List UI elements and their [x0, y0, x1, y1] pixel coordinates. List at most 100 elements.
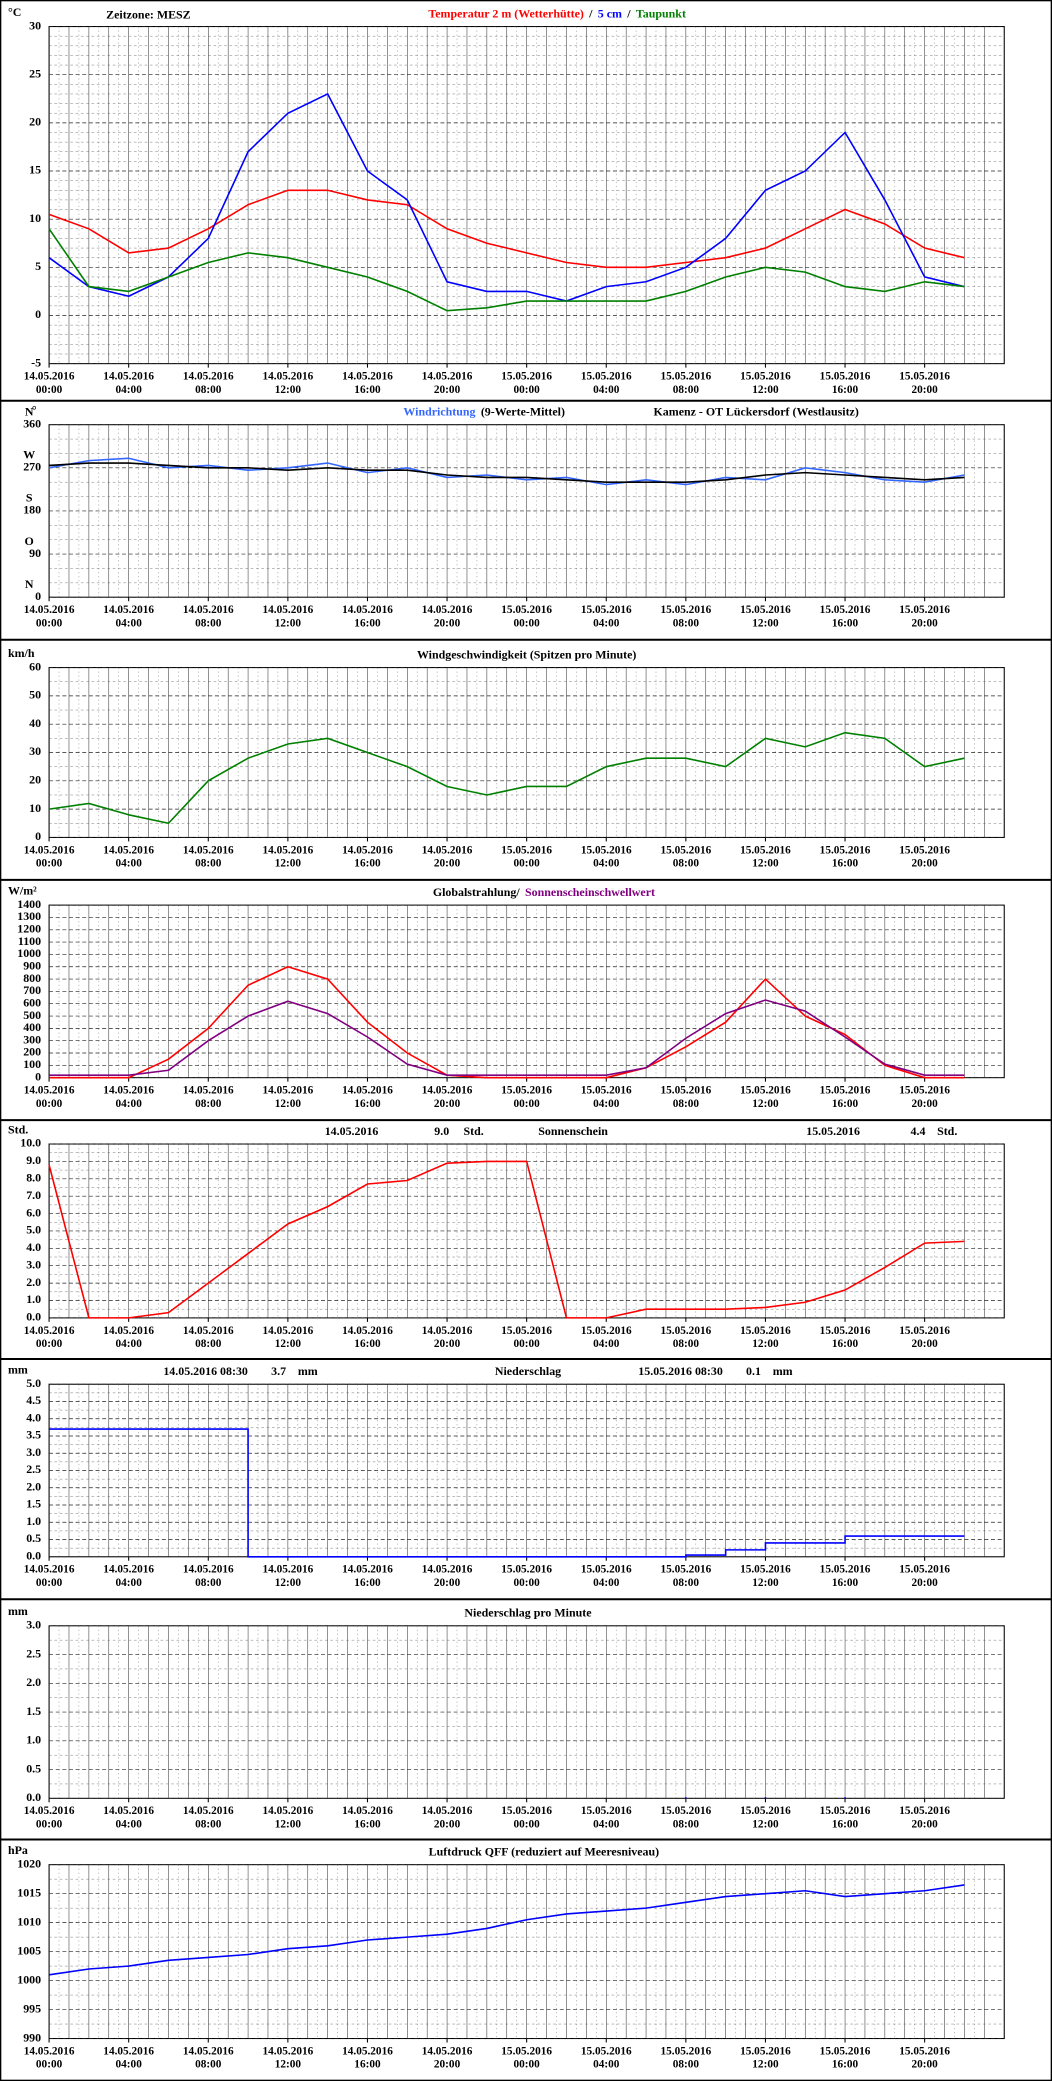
- x-tick-label: 15.05.2016 00:00: [501, 1803, 553, 1831]
- x-tick-label-box: 14.05.2016 00:00: [24, 603, 75, 630]
- x-tick-label: 15.05.2016 20:00: [899, 1323, 951, 1350]
- x-tick-label-box: 14.05.2016 00:00: [24, 1323, 75, 1350]
- x-tick-label-box: 14.05.2016 12:00: [262, 368, 314, 396]
- x-tick-label: 14.05.2016 16:00: [342, 602, 393, 630]
- legend-entry: 5 cm: [598, 6, 622, 20]
- x-tick-label-box: 15.05.2016 08:00: [660, 368, 712, 396]
- y-tick-label: 500: [23, 1008, 41, 1022]
- unit-label: W/m²: [8, 884, 37, 898]
- x-tick-label: 15.05.2016 12:00: [740, 1082, 791, 1110]
- y-tick-label: 2.0: [26, 1275, 41, 1289]
- x-tick-label: 14.05.2016 08:00: [182, 368, 234, 396]
- y-tick-label: 90: [29, 546, 41, 560]
- data-line: [49, 999, 965, 1076]
- y-tick-label: 1005: [17, 1943, 41, 1957]
- x-tick-label: 15.05.2016 04:00: [580, 1803, 632, 1831]
- y-tick-label: 0.0: [26, 1310, 41, 1324]
- x-tick-label: 14.05.2016 20:00: [421, 1082, 473, 1110]
- x-tick-label-box: 14.05.2016 16:00: [342, 1323, 393, 1350]
- y-tick-label: 300: [23, 1032, 41, 1046]
- x-tick-label: 14.05.2016 08:00: [182, 842, 234, 870]
- chart-subtitle: Zeitzone: MESZ: [106, 8, 191, 22]
- compass-label: O: [25, 534, 34, 548]
- y-tick-label: 2.5: [26, 1462, 41, 1476]
- x-tick-label-box: 14.05.2016 08:00: [183, 2044, 234, 2071]
- legend: Windrichtung (9-Werte-Mittel): [403, 404, 565, 418]
- legend-entry: Windrichtung: [403, 404, 475, 418]
- x-tick-label: 14.05.2016 12:00: [262, 1082, 314, 1110]
- x-tick-label: 15.05.2016 12:00: [740, 602, 791, 630]
- x-tick-label: 15.05.2016 16:00: [819, 1323, 871, 1350]
- x-tick-label-box: 14.05.2016 12:00: [263, 1562, 314, 1589]
- annotation: mm: [773, 1364, 793, 1378]
- y-tick-label: 1100: [18, 934, 41, 948]
- x-tick-label-box: 15.05.2016 00:00: [501, 2044, 552, 2071]
- chart-title: Sonnenschein: [538, 1124, 608, 1138]
- x-tick-label-box: 15.05.2016 08:00: [660, 843, 711, 870]
- data-line: [48, 228, 965, 312]
- x-tick-label-box: 14.05.2016 16:00: [342, 843, 393, 870]
- y-tick-label: 900: [23, 958, 41, 972]
- chart-title: Kamenz - OT Lückersdorf (Westlausitz): [654, 404, 859, 418]
- annotation: 0.1: [746, 1364, 761, 1378]
- y-tick-label: 60: [29, 659, 41, 673]
- x-tick-label-box: 15.05.2016 16:00: [819, 1082, 871, 1110]
- y-tick-label: 995: [23, 2001, 41, 2015]
- x-tick-label-box: 14.05.2016 08:00: [182, 602, 234, 630]
- x-tick-label: 14.05.2016 04:00: [103, 1082, 155, 1110]
- x-tick-label-box: 14.05.2016 20:00: [422, 2044, 473, 2071]
- x-tick-label-box: 15.05.2016 16:00: [819, 1323, 871, 1350]
- y-tick-label: 6.0: [26, 1205, 41, 1219]
- x-tick-label-box: 15.05.2016 12:00: [740, 369, 791, 396]
- x-tick-label: 14.05.2016 04:00: [103, 1562, 155, 1589]
- x-tick-label: 14.05.2016 08:00: [182, 602, 234, 630]
- x-tick-label: 14.05.2016 12:00: [262, 368, 314, 396]
- x-tick-label-box: 15.05.2016 16:00: [820, 2044, 871, 2071]
- y-tick-label: 0: [35, 1069, 41, 1083]
- y-tick-label: 200: [23, 1045, 41, 1059]
- x-tick-label-box: 15.05.2016 12:00: [740, 1803, 791, 1831]
- x-tick-label: 15.05.2016 20:00: [899, 368, 951, 396]
- x-tick-label-box: 14.05.2016 16:00: [342, 602, 393, 630]
- x-tick-label: 14.05.2016 00:00: [23, 1803, 75, 1831]
- x-tick-label-box: 15.05.2016 04:00: [580, 842, 632, 870]
- x-tick-label: 14.05.2016 16:00: [342, 1803, 393, 1831]
- unit-label: Std.: [8, 1122, 28, 1136]
- y-tick-label: 7.0: [26, 1188, 41, 1202]
- legend: Temperatur 2 m (Wetterhütte) / 5 cm / Taupun…: [428, 6, 686, 20]
- x-tick-label: 14.05.2016 12:00: [262, 1803, 314, 1831]
- unit-label: km/h: [8, 646, 35, 660]
- y-tick-label: 5.0: [26, 1376, 41, 1390]
- x-tick-label: 15.05.2016 00:00: [501, 368, 553, 396]
- x-tick-label-box: 15.05.2016 20:00: [899, 2044, 950, 2071]
- x-tick-label-box: 14.05.2016 16:00: [342, 2044, 393, 2071]
- x-tick-label-box: 14.05.2016 08:00: [183, 1083, 234, 1110]
- y-tick-label: 50: [29, 688, 41, 702]
- x-tick-label-box: 14.05.2016 00:00: [24, 369, 75, 396]
- x-tick-label-box: 15.05.2016 04:00: [581, 1083, 632, 1110]
- x-tick-label-box: 15.05.2016 04:00: [581, 1562, 632, 1589]
- x-tick-label: 15.05.2016 12:00: [740, 1803, 791, 1831]
- x-tick-label-box: 14.05.2016 00:00: [24, 1562, 75, 1589]
- x-tick-label: 14.05.2016 08:00: [182, 1803, 234, 1831]
- y-tick-label: 5: [35, 259, 41, 273]
- x-tick-label: 14.05.2016 08:00: [182, 1323, 234, 1350]
- x-tick-label: 14.05.2016 08:00: [182, 1562, 234, 1589]
- y-tick-label: 2.0: [26, 1675, 41, 1689]
- x-tick-label: 14.05.2016 20:00: [421, 842, 473, 870]
- x-tick-label: 15.05.2016 04:00: [580, 842, 632, 870]
- x-tick-label: 15.05.2016 08:00: [660, 1323, 712, 1350]
- y-tick-label: 1015: [17, 1885, 41, 1899]
- y-tick-label: 700: [23, 983, 41, 997]
- x-tick-label: 15.05.2016 08:00: [660, 368, 712, 396]
- x-tick-label: 15.05.2016 16:00: [819, 1082, 871, 1110]
- x-tick-label: 15.05.2016 12:00: [740, 2043, 791, 2071]
- y-tick-label: 1020: [17, 1856, 41, 1870]
- y-tick-label: 0.0: [26, 1549, 41, 1563]
- y-tick-label: 0: [35, 589, 41, 603]
- y-tick-label: 1.0: [26, 1292, 41, 1306]
- chart-title: Niederschlag: [495, 1364, 561, 1378]
- x-tick-label-box: 14.05.2016 12:00: [262, 1082, 314, 1110]
- x-tick-label-box: 14.05.2016 08:00: [182, 368, 234, 396]
- x-tick-label-box: 15.05.2016 16:00: [820, 843, 871, 870]
